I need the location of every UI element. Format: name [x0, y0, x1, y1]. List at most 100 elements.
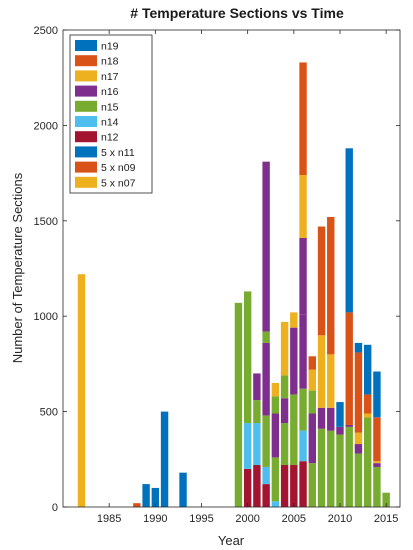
bar-2012-n18-3 — [354, 352, 363, 433]
bar-2002-n16-3 — [262, 342, 270, 416]
bar-2007-n16-1 — [308, 413, 316, 464]
bar-2013-n19-3 — [363, 344, 372, 395]
bar-2011-n19-3 — [345, 148, 353, 313]
bar-2012-n19-4 — [354, 342, 363, 353]
bar-2002-n12-0 — [262, 484, 270, 507]
legend-swatch-n16 — [75, 85, 97, 97]
bar-2009-n18-3 — [327, 216, 335, 355]
bar-2008-n16-1 — [317, 407, 326, 429]
bar-2005-n15-1 — [290, 394, 298, 466]
y-tick-label-2500: 2500 — [34, 25, 58, 37]
bar-2004-n15-1 — [280, 423, 289, 466]
bar-2002-n16-5 — [262, 161, 270, 332]
bar-2014-n15-0 — [373, 466, 381, 507]
y-tick-label-1500: 1500 — [34, 216, 58, 228]
bars-group — [77, 62, 390, 507]
bar-2006-n17-5 — [299, 175, 307, 238]
bar-1991-5xn11-0 — [160, 411, 169, 507]
bar-2008-n18-3 — [317, 226, 326, 336]
legend-label-n16: n16 — [101, 86, 119, 98]
legend: n19 n18 n17 n16 n15 n14 n12 5 x n11 5 x n09 5 x n… — [69, 34, 153, 194]
legend-swatch-5xn09 — [75, 161, 97, 173]
x-axis-ticks: 1985 1990 1995 2000 2005 2010 2015 — [97, 30, 398, 525]
bar-2004-n12-0 — [280, 465, 289, 507]
bar-2006-n15-2 — [299, 388, 307, 431]
bar-2012-n17-2 — [354, 432, 363, 445]
y-tick-label-1000: 1000 — [34, 311, 58, 323]
bar-2010-n16-1 — [336, 426, 344, 435]
legend-label-n18: n18 — [101, 56, 119, 68]
legend-label-n12: n12 — [101, 132, 119, 144]
bar-2006-n16-3 — [299, 314, 307, 389]
bar-2003-n17-4 — [271, 382, 280, 397]
bar-1999-n15-0 — [234, 302, 243, 507]
bar-2014-n19-4 — [373, 371, 381, 418]
bar-2011-n18-2 — [345, 312, 353, 425]
legend-label-5xn09: 5 x n09 — [101, 162, 136, 174]
y-axis-label: Number of Temperature Sections — [10, 172, 25, 363]
legend-swatch-5xn07 — [75, 176, 97, 188]
bar-2011-n16-1 — [345, 424, 353, 427]
legend-label-n14: n14 — [101, 117, 119, 129]
plot-frame — [62, 29, 401, 508]
bar-2008-n17-2 — [317, 335, 326, 408]
bar-2015-n15-0 — [382, 492, 390, 507]
legend-label-n15: n15 — [101, 101, 119, 113]
bar-2007-n18-4 — [308, 356, 316, 370]
bar-2010-n15-0 — [336, 434, 344, 507]
bar-2014-n18-3 — [373, 417, 381, 462]
bar-2009-n17-2 — [327, 354, 335, 408]
bar-2007-n15-0 — [308, 463, 316, 507]
legend-swatch-n12 — [75, 131, 97, 143]
bar-2004-n16-2 — [280, 398, 289, 424]
bar-2003-n14-0 — [271, 501, 280, 507]
y-tick-label-2000: 2000 — [34, 120, 58, 132]
bar-2013-n17-1 — [363, 413, 372, 418]
bar-1988-5xn09-0 — [133, 503, 141, 507]
y-tick-label-0: 0 — [52, 502, 58, 514]
bar-2013-n15-0 — [363, 417, 372, 507]
x-tick-label-2005: 2005 — [282, 513, 306, 525]
bar-2002-n15-4 — [262, 331, 270, 343]
bar-2000-n15-2 — [243, 291, 252, 424]
bar-2005-n16-2 — [290, 327, 298, 395]
bar-2002-n14-1 — [262, 466, 270, 485]
bar-2014-n16-1 — [373, 463, 381, 467]
bar-2012-n15-0 — [354, 453, 363, 507]
bar-2010-n19-2 — [336, 402, 344, 427]
y-tick-label-500: 500 — [40, 407, 58, 419]
bar-2011-n15-0 — [345, 426, 353, 507]
x-tick-label-2000: 2000 — [235, 513, 259, 525]
y-axis-ticks: 0 500 1000 1500 2000 2500 — [34, 25, 400, 514]
bar-2003-n16-2 — [271, 413, 280, 458]
legend-swatch-n19 — [75, 40, 97, 51]
bar-2009-n16-1 — [327, 407, 335, 431]
legend-label-5xn11: 5 x n11 — [101, 147, 135, 159]
bar-2006-n12-0 — [299, 461, 307, 507]
legend-swatch-n18 — [75, 55, 97, 67]
x-tick-label-2015: 2015 — [374, 513, 398, 525]
bar-2005-n12-0 — [290, 465, 298, 507]
bar-2006-n18-6 — [299, 62, 307, 176]
x-tick-label-1995: 1995 — [189, 513, 213, 525]
bar-1993-5xn11-0 — [179, 472, 187, 507]
legend-swatch-n15 — [75, 100, 97, 112]
bar-2003-n15-3 — [271, 396, 280, 414]
legend-swatch-5xn11 — [75, 146, 97, 158]
legend-swatch-n14 — [75, 116, 97, 127]
bar-2007-n17-3 — [308, 369, 316, 391]
bar-2001-n16-3 — [253, 373, 261, 401]
x-tick-label-2010: 2010 — [328, 513, 352, 525]
legend-swatch-n17 — [75, 70, 97, 82]
bar-1990-5xn11-0 — [151, 487, 160, 507]
bar-2009-n15-0 — [327, 430, 335, 507]
legend-label-n17: n17 — [101, 71, 119, 83]
x-tick-label-1985: 1985 — [97, 513, 121, 525]
bar-2004-n15-3 — [280, 375, 289, 399]
bar-2007-n15-2 — [308, 390, 316, 414]
legend-label-5xn07: 5 x n07 — [101, 177, 136, 189]
x-axis-label: Year — [218, 533, 245, 548]
bar-2008-n15-0 — [317, 428, 326, 507]
bar-2002-n15-2 — [262, 415, 270, 467]
